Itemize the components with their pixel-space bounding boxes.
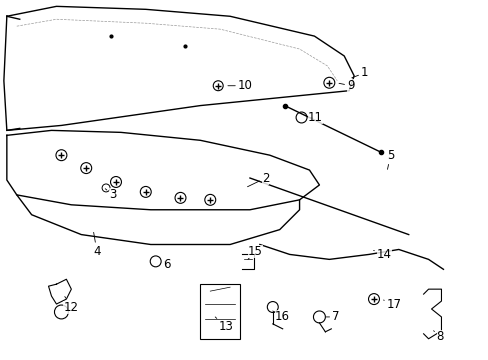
Text: 5: 5 [386,149,393,169]
Text: 3: 3 [105,188,116,201]
Text: 7: 7 [325,310,339,323]
Text: 11: 11 [307,111,322,124]
Text: 17: 17 [383,297,401,311]
Text: 1: 1 [351,66,368,79]
Text: 4: 4 [93,232,101,258]
Text: 8: 8 [433,330,443,343]
Text: 15: 15 [247,245,263,260]
Text: 16: 16 [272,310,289,323]
Text: 6: 6 [163,258,170,271]
Text: 10: 10 [227,79,252,92]
Text: 12: 12 [63,297,78,314]
Text: 14: 14 [373,248,391,261]
Text: 9: 9 [338,79,354,92]
Text: 13: 13 [215,317,233,333]
Text: 2: 2 [247,171,269,187]
